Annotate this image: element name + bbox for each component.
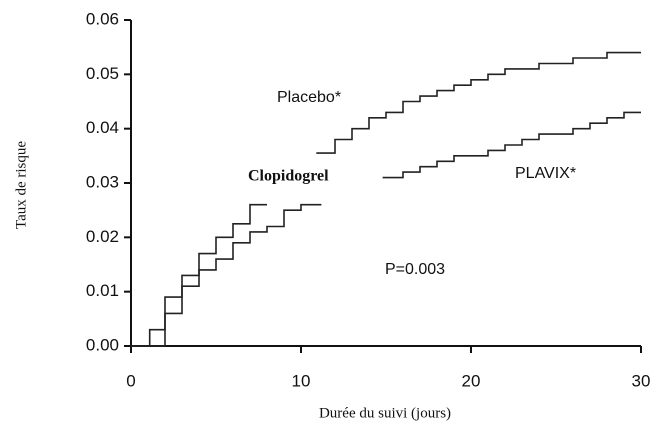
x-axis-label: Durée du suivi (jours) bbox=[319, 405, 451, 421]
series-line bbox=[131, 51, 641, 347]
y-tick-label: 0.06 bbox=[86, 9, 119, 28]
y-axis-label: Taux de risque bbox=[13, 141, 29, 229]
series-label: PLAVIX* bbox=[515, 165, 576, 182]
x-tick-label: 20 bbox=[462, 371, 481, 390]
y-tick-label: 0.05 bbox=[86, 64, 119, 83]
annotation: Clopidogrel bbox=[248, 168, 329, 185]
y-tick-label: 0.00 bbox=[86, 335, 119, 354]
series-label: Placebo* bbox=[277, 89, 341, 106]
annotation: P=0.003 bbox=[385, 261, 445, 278]
series-line bbox=[131, 111, 641, 347]
x-tick-label: 30 bbox=[632, 371, 651, 390]
x-tick-label: 0 bbox=[126, 371, 135, 390]
x-tick-label: 10 bbox=[292, 371, 311, 390]
y-tick-label: 0.01 bbox=[86, 281, 119, 300]
y-tick-label: 0.02 bbox=[86, 227, 119, 246]
y-tick-label: 0.04 bbox=[86, 118, 119, 137]
y-tick-label: 0.03 bbox=[86, 172, 119, 191]
